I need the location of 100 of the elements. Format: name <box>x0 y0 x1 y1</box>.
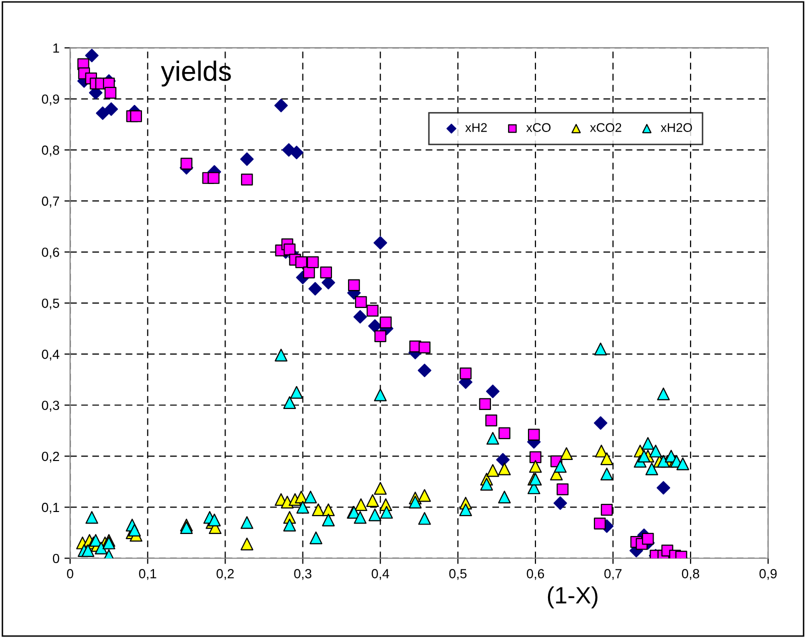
point <box>486 464 500 477</box>
point <box>348 279 360 292</box>
point <box>290 386 303 399</box>
x-tick-label: 0,9 <box>759 569 777 580</box>
point <box>89 534 102 547</box>
point <box>180 521 193 534</box>
point <box>374 236 388 250</box>
point <box>94 542 108 554</box>
point <box>498 427 510 440</box>
x-tick-label: 0,3 <box>294 569 312 580</box>
point <box>355 296 367 308</box>
point <box>368 319 382 333</box>
y-tick-label: 0 <box>52 554 60 564</box>
point <box>322 514 335 526</box>
point <box>554 460 567 473</box>
point <box>312 503 325 516</box>
point <box>642 437 654 450</box>
point <box>486 384 500 398</box>
point <box>208 172 220 184</box>
point <box>530 451 542 464</box>
point <box>283 518 296 532</box>
x-tick-label: 0,4 <box>372 569 390 580</box>
point <box>374 482 387 495</box>
point <box>366 494 379 507</box>
point <box>304 490 317 504</box>
point <box>128 524 141 537</box>
point <box>600 504 613 516</box>
x-axis-title: (1-X) <box>548 586 598 608</box>
point <box>310 531 322 544</box>
legend-label: xH2 <box>465 123 487 132</box>
y-tick-label: 0,6 <box>42 248 60 258</box>
point <box>85 511 98 524</box>
x-tick-label: 0,8 <box>682 569 700 580</box>
point <box>594 342 607 356</box>
point <box>642 532 654 545</box>
point <box>280 496 294 508</box>
point <box>241 174 253 186</box>
point <box>322 503 335 516</box>
point <box>498 490 511 504</box>
point <box>600 452 614 466</box>
y-tick-label: 0,3 <box>42 400 60 412</box>
point <box>380 506 393 519</box>
point <box>645 462 658 476</box>
point <box>529 460 542 473</box>
point <box>308 282 322 296</box>
point <box>130 110 142 122</box>
point <box>102 536 116 550</box>
point <box>180 158 192 170</box>
y-tick-label: 1 <box>53 44 60 53</box>
point <box>354 511 367 524</box>
point <box>104 102 118 116</box>
legend-label: xCO <box>526 123 551 132</box>
x-tick-label: 0,1 <box>139 569 156 580</box>
point <box>496 452 510 467</box>
point <box>82 544 94 557</box>
legend-label: xH2O <box>660 123 692 132</box>
point <box>459 503 472 516</box>
point <box>528 428 540 441</box>
point <box>594 518 606 530</box>
point <box>485 414 498 426</box>
point <box>240 538 254 550</box>
point <box>290 146 304 160</box>
point <box>418 364 432 378</box>
point <box>85 48 99 62</box>
point <box>418 512 431 525</box>
point <box>354 498 368 512</box>
point <box>486 432 500 445</box>
y-tick-label: 0,8 <box>42 145 60 156</box>
point <box>366 304 379 317</box>
point <box>368 508 382 522</box>
y-tick-label: 0,2 <box>42 452 60 463</box>
point <box>418 342 430 354</box>
point <box>554 496 568 510</box>
point <box>353 310 367 324</box>
point <box>556 483 569 496</box>
point <box>638 450 650 463</box>
point <box>649 444 662 458</box>
point <box>656 481 670 495</box>
legend-label: xCO2 <box>590 123 622 132</box>
point <box>374 330 386 342</box>
x-tick-label: 0,2 <box>216 569 234 580</box>
point <box>208 514 221 526</box>
point <box>320 266 332 278</box>
annotation: yields <box>160 60 231 87</box>
point <box>600 468 614 480</box>
y-tick-label: 0,5 <box>42 298 60 310</box>
y-tick-label: 0,4 <box>42 350 60 361</box>
point <box>498 462 511 476</box>
x-tick-label: 0,5 <box>449 569 467 580</box>
point <box>274 98 288 112</box>
point <box>479 398 491 410</box>
x-tick-label: 0 <box>66 569 74 578</box>
point <box>96 106 110 120</box>
x-tick-label: 0,6 <box>526 569 544 580</box>
point <box>306 256 319 268</box>
point <box>560 447 573 460</box>
point <box>657 388 670 400</box>
point <box>240 516 254 529</box>
point <box>480 478 493 491</box>
point <box>240 152 254 166</box>
